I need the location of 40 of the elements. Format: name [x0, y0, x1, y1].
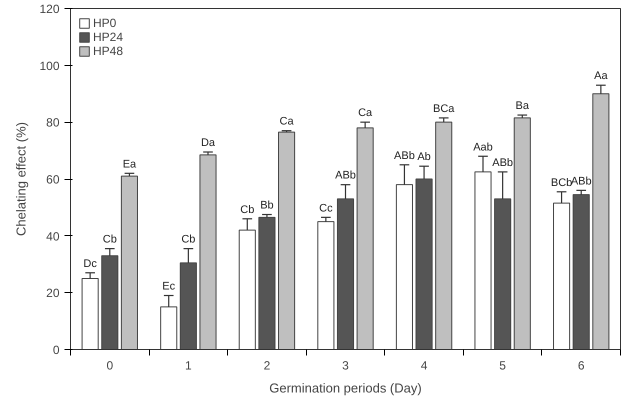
y-tick-label: 40: [46, 229, 60, 244]
data-label: BCa: [433, 102, 456, 115]
y-tick-label: 0: [52, 343, 60, 357]
data-label: ABb: [394, 150, 415, 162]
data-label: Ec: [162, 280, 176, 293]
data-label: BCb: [550, 176, 572, 189]
legend-label: HP0: [93, 16, 116, 30]
legend-label: HP48: [93, 44, 124, 58]
data-label: Ca: [280, 116, 294, 128]
data-label: ABb: [570, 175, 592, 188]
legend-label: HP24: [93, 30, 124, 44]
data-label: Aa: [594, 70, 608, 82]
x-tick-label: 5: [499, 358, 506, 372]
y-tick-label: 120: [39, 2, 60, 16]
y-tick-label: 20: [46, 286, 60, 300]
data-label: Ba: [516, 100, 530, 112]
data-label: Dc: [83, 258, 98, 270]
x-tick-label: 6: [578, 358, 585, 372]
x-tick-label: 0: [106, 358, 114, 372]
data-label: Da: [200, 137, 216, 150]
data-label: Ab: [417, 151, 431, 164]
data-label: Cc: [319, 202, 334, 214]
y-tick-label: 100: [39, 58, 60, 73]
x-tick-label: 3: [342, 358, 350, 372]
x-tick-label: 1: [185, 358, 192, 372]
data-label: ABb: [492, 156, 514, 169]
y-tick-label: 80: [46, 116, 60, 130]
data-label: Ca: [358, 107, 374, 120]
y-axis-title: Chelating effect (%): [13, 122, 28, 236]
data-label: Bb: [260, 200, 274, 212]
data-label: Cb: [102, 234, 117, 246]
x-axis-title: Germination periods (Day): [269, 380, 422, 396]
data-label: Cb: [240, 204, 254, 216]
x-tick-label: 2: [264, 358, 271, 372]
x-tick-label: 4: [420, 358, 428, 372]
data-label: Cb: [181, 234, 196, 246]
data-label: ABb: [335, 170, 356, 182]
data-label: Ea: [122, 158, 138, 170]
y-tick-label: 60: [46, 172, 60, 186]
data-label: Aab: [473, 141, 493, 154]
